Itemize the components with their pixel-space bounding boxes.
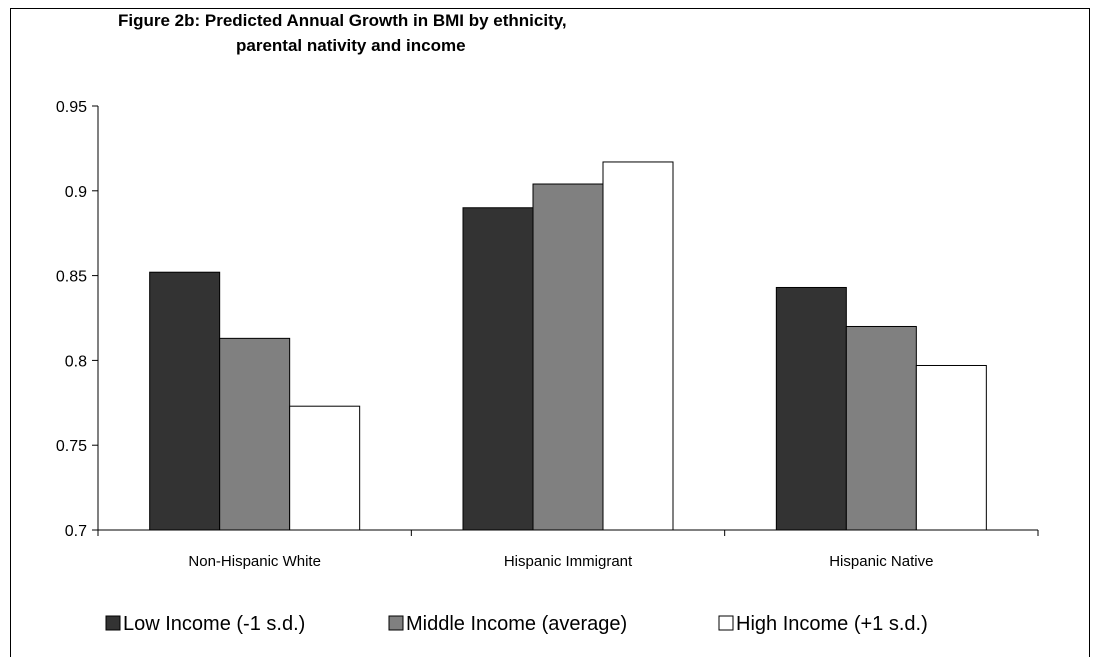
legend-label: Low Income (-1 s.d.) — [123, 613, 305, 635]
bar — [532, 183, 604, 531]
bar — [219, 337, 291, 531]
x-category-label: Non-Hispanic White — [188, 553, 321, 570]
legend-swatch — [718, 615, 734, 631]
bar — [289, 405, 361, 531]
chart-title-line-2: parental nativity and income — [236, 36, 466, 55]
legend-label: Middle Income (average) — [406, 613, 627, 635]
y-tick-label: 0.85 — [56, 269, 87, 286]
legend-swatch — [105, 615, 121, 631]
legend-label: High Income (+1 s.d.) — [736, 613, 928, 635]
bars — [149, 161, 987, 531]
x-category-label: Hispanic Immigrant — [504, 553, 633, 570]
bar — [602, 161, 674, 531]
y-tick-label: 0.75 — [56, 438, 87, 455]
legend: Low Income (-1 s.d.) Middle Income (avera… — [105, 613, 928, 635]
chart-title-line-1: Figure 2b: Predicted Annual Growth in BM… — [118, 11, 567, 30]
bar — [149, 271, 221, 531]
y-tick-label: 0.9 — [65, 184, 87, 201]
y-tick-label: 0.7 — [65, 523, 87, 540]
y-tick-label: 0.95 — [56, 99, 87, 116]
bar — [845, 325, 917, 531]
bar — [462, 207, 534, 531]
legend-swatch — [388, 615, 404, 631]
bar — [915, 364, 987, 531]
y-tick-label: 0.8 — [65, 353, 87, 370]
x-category-label: Hispanic Native — [829, 553, 933, 570]
bar — [775, 286, 847, 531]
